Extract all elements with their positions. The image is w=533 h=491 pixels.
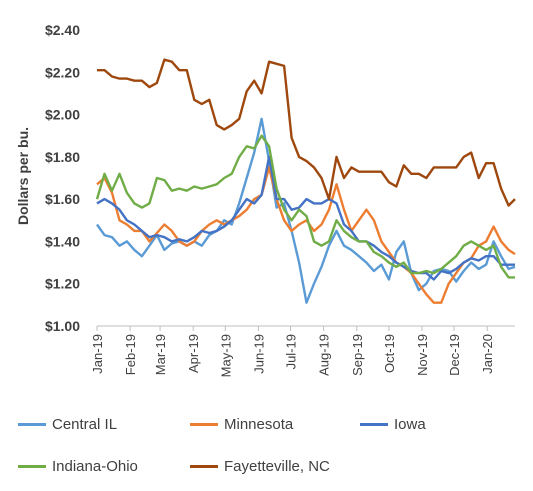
legend-label: Fayetteville, NC bbox=[224, 458, 330, 475]
y-tick-label: $2.00 bbox=[45, 107, 80, 123]
y-axis: $1.00 $1.20 $1.40 $1.60 $1.80 $2.00 $2.20 $2.40 bbox=[45, 22, 80, 334]
legend-label: Minnesota bbox=[224, 416, 294, 433]
plot-area bbox=[95, 58, 516, 304]
series-line-iowa bbox=[96, 155, 515, 281]
y-tick-label: $1.20 bbox=[45, 276, 80, 292]
legend-swatch bbox=[18, 423, 46, 426]
y-tick-label: $1.80 bbox=[45, 149, 80, 165]
x-tick-label: Aug-19 bbox=[317, 334, 332, 376]
x-tick-label: Jun-19 bbox=[251, 334, 266, 374]
line-chart: $1.00 $1.20 $1.40 $1.60 $1.80 $2.00 $2.20 $2.40… bbox=[15, 22, 516, 377]
y-tick-label: $1.60 bbox=[45, 191, 80, 207]
x-tick-label: Mar-19 bbox=[153, 334, 168, 375]
legend-item: Central IL bbox=[18, 416, 117, 433]
legend-item: Indiana-Ohio bbox=[18, 458, 138, 475]
legend-swatch bbox=[18, 465, 46, 468]
series-line-indiana-ohio bbox=[95, 134, 515, 279]
y-tick-label: $2.40 bbox=[45, 22, 80, 38]
series-line-fayetteville-nc bbox=[97, 58, 516, 207]
legend-item: Fayetteville, NC bbox=[190, 458, 330, 475]
y-axis-title: Dollars per bu. bbox=[15, 127, 31, 225]
x-tick-label: Jul-19 bbox=[283, 334, 298, 369]
legend: Central IL Minnesota Iowa Indiana-Ohio Fayet… bbox=[0, 408, 533, 488]
legend-label: Central IL bbox=[52, 416, 118, 433]
x-tick-label: May-19 bbox=[218, 334, 233, 377]
y-tick-label: $1.40 bbox=[45, 233, 80, 249]
x-tick-label: Sep-19 bbox=[350, 334, 365, 376]
legend-swatch bbox=[190, 423, 218, 426]
y-tick-label: $1.00 bbox=[45, 318, 80, 334]
legend-swatch bbox=[360, 423, 388, 426]
y-tick-label: $2.20 bbox=[45, 64, 80, 80]
legend-item: Iowa bbox=[360, 416, 426, 433]
x-tick-label: Jan-20 bbox=[480, 334, 495, 374]
x-tick-label: Oct-19 bbox=[382, 334, 397, 373]
legend-item: Minnesota bbox=[190, 416, 293, 433]
x-tick-label: Feb-19 bbox=[123, 334, 138, 375]
x-tick-label: Apr-19 bbox=[186, 334, 201, 373]
legend-label: Iowa bbox=[394, 416, 426, 433]
x-tick-label: Dec-19 bbox=[447, 334, 462, 376]
x-tick-label: Jan-19 bbox=[90, 334, 105, 374]
x-tick-label: Nov-19 bbox=[415, 334, 430, 376]
legend-label: Indiana-Ohio bbox=[52, 458, 138, 475]
x-axis: Jan-19 Feb-19 Mar-19 Apr-19 May-19 Jun-19 Jul-… bbox=[90, 325, 515, 377]
legend-swatch bbox=[190, 465, 218, 468]
series-line-central-il bbox=[96, 117, 516, 304]
